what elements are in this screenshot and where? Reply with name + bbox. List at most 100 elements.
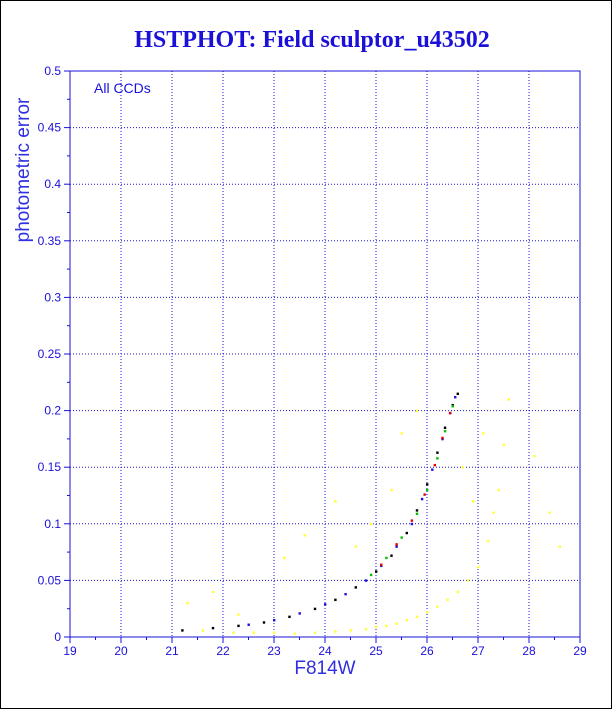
scatter-point	[313, 631, 317, 634]
scatter-point	[385, 556, 388, 560]
y-tick-label: 0.15	[38, 460, 62, 474]
scatter-point	[181, 629, 184, 632]
y-tick-labels: 0 0.05 0.1 0.15 0.2 0.25 0.3 0.35 0.4 0.45 0.5	[38, 64, 62, 644]
scatter-point	[364, 628, 368, 631]
scatter-point	[410, 519, 414, 522]
scatter-point	[433, 463, 437, 467]
scatter-point	[395, 543, 398, 546]
scatter-point	[415, 615, 419, 619]
scatter-point	[446, 598, 449, 602]
scatter-point	[454, 396, 457, 399]
y-tick-label: 0.2	[44, 404, 61, 418]
scatter-point	[334, 500, 337, 503]
y-tick-label: 0.1	[44, 517, 61, 531]
scatter-point	[211, 626, 215, 630]
scatter-point	[436, 605, 439, 608]
x-tick-labels: 19 20 21 22 23 24 25 26 27 28 29	[63, 644, 587, 658]
scatter-point	[492, 511, 495, 514]
scatter-point	[186, 602, 189, 605]
scatter-point	[303, 534, 306, 537]
scatter-point	[423, 493, 426, 496]
scatter-point	[237, 624, 240, 628]
scatter-point	[369, 522, 373, 526]
scatter-point	[395, 622, 398, 625]
scatter-point	[487, 539, 490, 543]
x-tick-label: 22	[216, 644, 230, 658]
scatter-point	[456, 392, 459, 396]
scatter-point	[558, 545, 561, 548]
scatter-point	[273, 631, 276, 634]
scatter-point	[426, 611, 429, 614]
x-tick-label: 24	[318, 644, 332, 658]
scatter-point	[400, 536, 403, 539]
scatter-point	[201, 629, 204, 632]
scatter-point	[443, 429, 447, 433]
scatter-point	[477, 565, 480, 569]
scatter-point	[415, 409, 419, 412]
scatter-point	[364, 579, 368, 582]
scatter-point	[375, 570, 378, 573]
scatter-point	[436, 457, 439, 460]
all-ccds-annotation: All CCDs	[94, 80, 151, 96]
scatter-point	[390, 554, 393, 557]
x-tick-label: 19	[63, 644, 77, 658]
x-tick-label: 28	[522, 644, 536, 658]
scatter-point	[375, 625, 378, 629]
grid	[70, 71, 580, 637]
scatter-point	[400, 432, 403, 435]
y-tick-label: 0.05	[38, 573, 62, 587]
scatter-point	[293, 632, 296, 636]
scatter-point	[431, 468, 434, 471]
scatter-point	[410, 522, 414, 526]
x-tick-label: 20	[114, 644, 128, 658]
x-tick-label: 21	[165, 644, 179, 658]
scatter-point	[466, 579, 470, 582]
scatter-point	[502, 443, 505, 446]
scatter-point	[349, 629, 352, 632]
scatter-point	[415, 512, 419, 516]
scatter-point	[448, 411, 452, 415]
scatter-point	[334, 630, 337, 633]
scatter-point	[456, 590, 459, 594]
tick-marks	[64, 70, 581, 643]
y-tick-label: 0.4	[44, 177, 61, 191]
scatter-point	[415, 509, 419, 512]
scatter-point	[211, 590, 215, 594]
scatter-point	[482, 432, 485, 435]
scatter-point	[451, 405, 454, 408]
scatter-point	[395, 545, 398, 548]
scatter-point	[405, 531, 408, 535]
scatter-point	[426, 488, 429, 492]
scatter-point	[237, 613, 240, 616]
scatter-point	[436, 451, 439, 454]
chart-title: HSTPHOT: Field sculptor_u43502	[134, 27, 490, 53]
scatter-point	[420, 497, 424, 501]
scatter-point	[461, 466, 465, 469]
scatter-point	[252, 631, 255, 634]
scatter-point	[533, 454, 536, 458]
scatter-point	[426, 483, 429, 486]
scatter-points	[181, 392, 561, 636]
scatter-point	[441, 436, 444, 440]
scatter-point	[298, 612, 301, 615]
scatter-point	[390, 488, 393, 492]
y-tick-label: 0.5	[44, 64, 61, 78]
x-tick-label: 27	[471, 644, 485, 658]
scatter-point	[380, 563, 383, 566]
scatter-point	[369, 573, 373, 577]
scatter-point	[262, 621, 266, 624]
scatter-point	[385, 624, 388, 628]
y-tick-label: 0.45	[38, 121, 62, 135]
y-tick-label: 0.25	[38, 347, 62, 361]
scatter-point	[443, 426, 447, 429]
scatter-point	[471, 500, 475, 503]
scatter-point	[283, 556, 286, 560]
y-tick-label: 0.3	[44, 290, 61, 304]
scatter-point	[405, 619, 408, 622]
scatter-point	[354, 586, 357, 589]
y-tick-label: 0.35	[38, 234, 62, 248]
x-axis-label: F814W	[294, 658, 355, 679]
scatter-point	[334, 598, 337, 602]
scatter-point	[324, 603, 327, 606]
